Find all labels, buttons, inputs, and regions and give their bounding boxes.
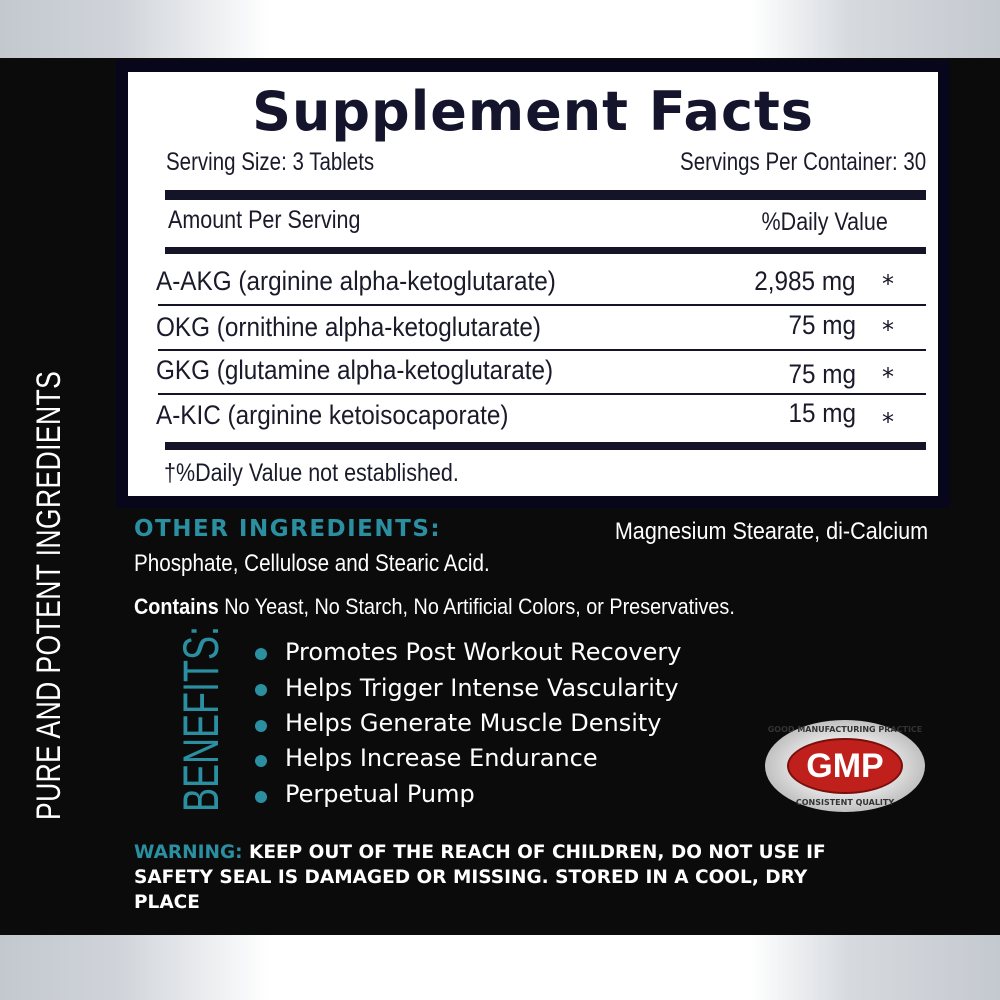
side-text: PURE AND POTENT INGREDIENTS xyxy=(30,370,68,820)
ingredient-name: A-AKG (arginine alpha-ketoglutarate) xyxy=(156,266,556,296)
bullet-icon xyxy=(255,684,267,696)
benefit-item: Promotes Post Workout Recovery xyxy=(285,638,682,666)
warning-line3: PLACE xyxy=(134,892,200,913)
benefit-item: Helps Generate Muscle Density xyxy=(285,709,662,737)
bullet-icon xyxy=(255,648,267,660)
contains-text: No Yeast, No Starch, No Artificial Color… xyxy=(224,594,735,619)
divider-thick xyxy=(165,247,926,254)
other-ingredients-label: OTHER INGREDIENTS: xyxy=(134,516,442,542)
ingredient-name: GKG (glutamine alpha-ketoglutarate) xyxy=(156,355,554,385)
divider-thick xyxy=(165,190,926,200)
ingredient-amount: 75 mg xyxy=(788,310,856,340)
servings-per-container: Servings Per Container: 30 xyxy=(679,148,926,176)
ingredient-amount: 15 mg xyxy=(788,398,856,428)
warning-text: KEEP OUT OF THE REACH OF CHILDREN, DO NO… xyxy=(249,842,826,863)
footnote: †%Daily Value not established. xyxy=(164,459,459,487)
benefit-item: Perpetual Pump xyxy=(285,780,475,808)
benefit-item: Helps Trigger Intense Vascularity xyxy=(285,674,679,702)
gmp-top-text: GOOD MANUFACTURING PRACTICE xyxy=(767,725,923,734)
gmp-logo: GMP xyxy=(787,738,903,794)
other-ingredients-line1: Magnesium Stearate, di-Calcium xyxy=(614,518,928,545)
serving-size: Serving Size: 3 Tablets xyxy=(166,148,375,176)
bullet-icon xyxy=(255,791,267,803)
benefit-item: Helps Increase Endurance xyxy=(285,744,598,772)
gmp-badge: GOOD MANUFACTURING PRACTICE GMP CONSISTE… xyxy=(765,720,925,812)
ingredient-amount: 75 mg xyxy=(788,359,856,389)
amount-header: Amount Per Serving xyxy=(168,206,361,234)
ingredient-dv: * xyxy=(882,316,894,344)
ingredient-name: A-KIC (arginine ketoisocaporate) xyxy=(156,400,509,430)
bottom-silver-band xyxy=(0,935,1000,1000)
divider-thin xyxy=(158,349,926,351)
contains-label: Contains xyxy=(134,594,219,619)
ingredient-amount: 2,985 mg xyxy=(754,266,856,296)
contains-line: Contains No Yeast, No Starch, No Artific… xyxy=(134,594,735,620)
bullet-icon xyxy=(255,720,267,732)
gmp-bottom-text: CONSISTENT QUALITY xyxy=(795,798,895,807)
warning-label: WARNING: xyxy=(134,842,243,863)
supplement-facts-panel: Supplement Facts Serving Size: 3 Tablets… xyxy=(116,60,950,508)
bullet-icon xyxy=(255,755,267,767)
ingredient-dv: * xyxy=(882,363,894,391)
benefits-label: BENEFITS: xyxy=(173,625,229,812)
top-silver-band xyxy=(0,0,1000,58)
ingredient-dv: * xyxy=(882,270,894,298)
dv-header: %Daily Value xyxy=(761,208,888,236)
facts-title: Supplement Facts xyxy=(252,80,814,143)
ingredient-name: OKG (ornithine alpha-ketoglutarate) xyxy=(156,312,541,342)
divider-thick xyxy=(165,442,926,450)
divider-thin xyxy=(158,393,926,395)
other-ingredients-line2: Phosphate, Cellulose and Stearic Acid. xyxy=(134,550,490,577)
ingredient-dv: * xyxy=(882,408,894,436)
divider-thin xyxy=(158,304,926,306)
warning-line2: SAFETY SEAL IS DAMAGED OR MISSING. STORE… xyxy=(134,867,808,888)
warning-line1: WARNING: KEEP OUT OF THE REACH OF CHILDR… xyxy=(134,842,826,863)
